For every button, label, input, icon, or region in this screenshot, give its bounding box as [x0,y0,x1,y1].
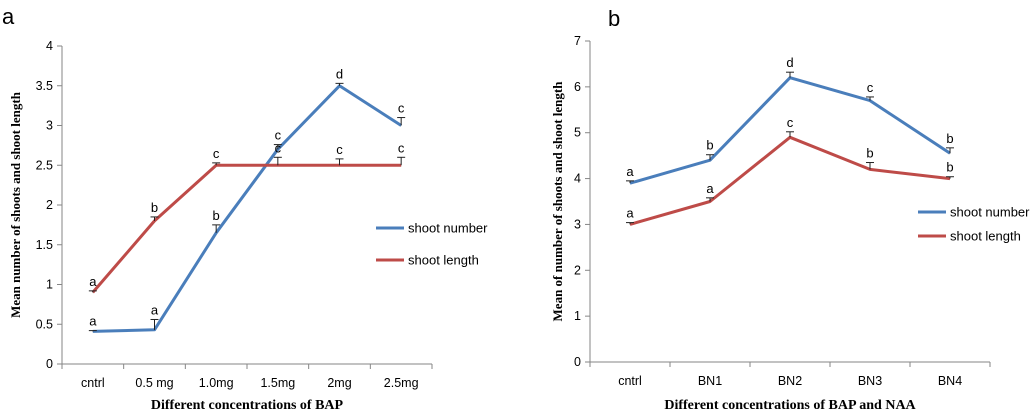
y-tick-label: 3 [46,119,53,133]
x-tick-label: cntrl [81,376,105,390]
significance-letter: c [275,140,282,155]
y-tick-label: 6 [574,80,581,94]
significance-letter: a [89,274,97,289]
x-tick-label: 1.0mg [199,376,234,390]
significance-letter: b [866,146,873,161]
chart-panel-b: b 0 1 2 3 4 5 6 7 cntrl BN1 BN2 BN3 BN4 a b d c b shoot nu… [550,6,1030,413]
significance-letter: c [398,140,405,155]
legend-label: shoot number [408,221,488,236]
legend-label: shoot length [950,229,1021,244]
significance-letter: b [946,131,953,146]
x-tick-label: BN2 [778,374,802,388]
panel-a-letter: a [2,4,15,29]
x-axis-title: Different concentrations of BAP and NAA [664,398,916,413]
x-axis-title: Different concentrations of BAP [151,398,344,413]
series-line [629,76,951,185]
y-tick-label: 1 [574,309,581,323]
series-line [92,84,403,333]
legend-label: shoot length [408,253,479,268]
y-axis-title: Mean of number of shoots and shoot lengt… [550,81,565,322]
significance-letter: c [213,146,220,161]
y-tick-label: 4 [46,39,53,53]
significance-letter: d [786,55,793,70]
significance-letter: c [336,142,343,157]
y-tick-label: 3.5 [36,79,53,93]
x-tick-label: 0.5 mg [135,376,173,390]
significance-letter: d [336,66,343,81]
x-tick-label: BN1 [698,374,722,388]
significance-letter: c [275,128,282,143]
significance-letter: b [151,200,158,215]
significance-letter: c [867,80,874,95]
significance-letter: a [706,181,714,196]
y-axis-title: Mean number of shoots and shoot length [8,91,23,318]
y-tick-label: 3 [574,217,581,231]
series-line [629,135,951,226]
legend-label: shoot number [950,205,1030,220]
significance-letter: a [151,302,159,317]
significance-letter: c [787,115,794,130]
y-tick-label: 5 [574,126,581,140]
x-tick-label: 2.5mg [384,376,419,390]
y-tick-label: 0.5 [36,317,53,331]
y-tick-label: 7 [574,34,581,48]
significance-letter: a [626,164,634,179]
x-tick-label: 1.5mg [260,376,295,390]
chart-panel-a: a 0 0.5 1 1.5 2 2.5 3 3.5 4 cntrl 0.5 mg 1.0mg 1.5mg… [2,4,488,413]
y-tick-label: 2 [574,263,581,277]
x-tick-label: BN3 [858,374,882,388]
x-tick-label: 2mg [327,376,351,390]
significance-letter: a [89,314,97,329]
y-tick-label: 4 [574,172,581,186]
significance-letter: b [213,208,220,223]
significance-letter: b [946,160,953,175]
significance-letter: b [706,138,713,153]
x-tick-label: BN4 [938,374,962,388]
x-tick-label: cntrl [618,374,642,388]
significance-letter: c [398,101,405,116]
y-tick-label: 0 [46,357,53,371]
panel-b-letter: b [608,6,620,31]
y-tick-label: 1 [46,278,53,292]
y-tick-label: 1.5 [36,238,53,252]
series-line [91,163,402,294]
y-tick-label: 2 [46,198,53,212]
y-tick-label: 2.5 [36,158,53,172]
y-tick-label: 0 [574,355,581,369]
significance-letter: a [626,206,634,221]
